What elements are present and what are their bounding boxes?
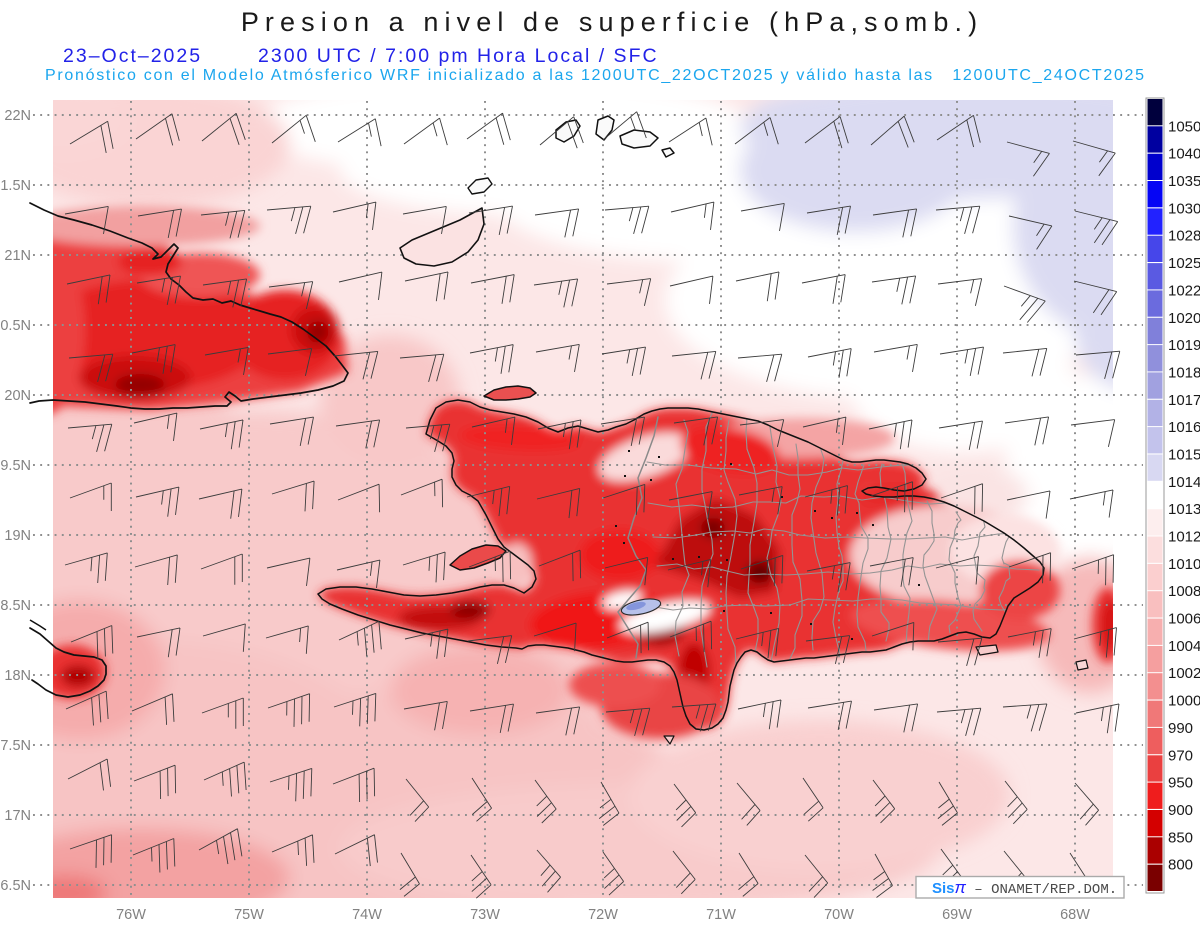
- svg-text:Pronóstico con el Modelo Atmós: Pronóstico con el Modelo Atmósferico WRF…: [45, 67, 1146, 84]
- svg-text:1016: 1016: [1168, 419, 1200, 436]
- svg-text:1017: 1017: [1168, 392, 1200, 409]
- svg-text:990: 990: [1168, 720, 1193, 737]
- svg-text:970: 970: [1168, 747, 1193, 764]
- svg-text:800: 800: [1168, 857, 1193, 874]
- svg-text:23–Oct–2025: 23–Oct–2025: [63, 45, 202, 67]
- svg-text:900: 900: [1168, 802, 1193, 819]
- svg-text:20N: 20N: [4, 388, 31, 404]
- svg-text:73W: 73W: [470, 907, 500, 923]
- svg-text:69W: 69W: [942, 907, 972, 923]
- svg-text:17N: 17N: [4, 808, 31, 824]
- svg-text:1010: 1010: [1168, 556, 1200, 573]
- svg-text:1019: 1019: [1168, 337, 1200, 354]
- svg-text:850: 850: [1168, 829, 1193, 846]
- svg-text:71W: 71W: [706, 907, 736, 923]
- svg-text:1000: 1000: [1168, 693, 1200, 710]
- svg-text:18.5N: 18.5N: [0, 598, 31, 614]
- svg-text:70W: 70W: [824, 907, 854, 923]
- svg-text:1014: 1014: [1168, 474, 1200, 491]
- svg-text:950: 950: [1168, 775, 1193, 792]
- svg-text:1012: 1012: [1168, 529, 1200, 546]
- svg-text:16.5N: 16.5N: [0, 878, 31, 894]
- svg-text:1020: 1020: [1168, 310, 1200, 327]
- svg-text:1022: 1022: [1168, 282, 1200, 299]
- svg-text:19N: 19N: [4, 528, 31, 544]
- svg-text:74W: 74W: [352, 907, 382, 923]
- svg-text:Presion a nivel de superficie: Presion a nivel de superficie (hPa,somb.…: [241, 7, 983, 37]
- svg-text:18N: 18N: [4, 668, 31, 684]
- svg-text:1030: 1030: [1168, 200, 1200, 217]
- svg-text:1006: 1006: [1168, 611, 1200, 628]
- svg-text:21N: 21N: [4, 248, 31, 264]
- svg-text:1028: 1028: [1168, 228, 1200, 245]
- svg-text:1002: 1002: [1168, 665, 1200, 682]
- svg-text:1050: 1050: [1168, 118, 1200, 135]
- svg-text:21.5N: 21.5N: [0, 178, 31, 194]
- svg-text:2300 UTC / 7:00 pm Hora Local: 2300 UTC / 7:00 pm Hora Local / SFC: [258, 45, 659, 67]
- svg-text:75W: 75W: [234, 907, 264, 923]
- svg-text:1008: 1008: [1168, 583, 1200, 600]
- svg-text:22N: 22N: [4, 108, 31, 124]
- svg-text:76W: 76W: [116, 907, 146, 923]
- svg-text:19.5N: 19.5N: [0, 458, 31, 474]
- svg-text:1025: 1025: [1168, 255, 1200, 272]
- svg-text:1040: 1040: [1168, 146, 1200, 163]
- svg-text:1004: 1004: [1168, 638, 1200, 655]
- svg-text:1015: 1015: [1168, 447, 1200, 464]
- svg-text:1018: 1018: [1168, 364, 1200, 381]
- svg-text:1013: 1013: [1168, 501, 1200, 518]
- svg-text:68W: 68W: [1060, 907, 1090, 923]
- svg-text:17.5N: 17.5N: [0, 738, 31, 754]
- svg-text:1035: 1035: [1168, 173, 1200, 190]
- svg-text:72W: 72W: [588, 907, 618, 923]
- svg-text:20.5N: 20.5N: [0, 318, 31, 334]
- svg-text:Sisπ – ONAMET/REP.DOM.: Sisπ – ONAMET/REP.DOM.: [932, 878, 1117, 898]
